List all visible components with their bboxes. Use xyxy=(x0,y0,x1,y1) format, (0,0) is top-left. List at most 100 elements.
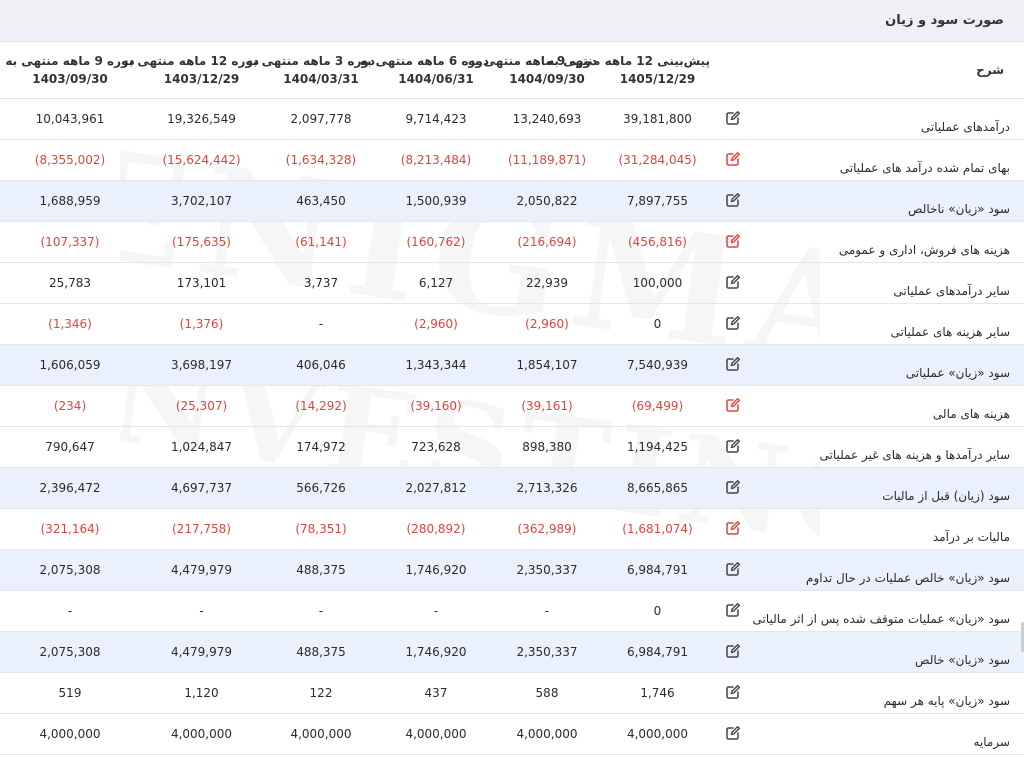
edit-icon[interactable] xyxy=(725,684,741,700)
value-cell: (8,355,002) xyxy=(0,139,140,181)
edit-icon[interactable] xyxy=(725,438,741,454)
value-cell: 2,027,812 xyxy=(379,467,493,509)
value-cell: 723,628 xyxy=(379,426,493,468)
row-label: سرمایه xyxy=(973,735,1010,749)
period-header[interactable]: دوره 3 ماهه منتهی به 1404/03/31 xyxy=(246,42,379,99)
table-row: سود «زیان» پایه هر سهم 1,746 588 437 122 1,12… xyxy=(0,672,1024,714)
row-icon-cell xyxy=(714,508,751,550)
period-header[interactable]: دوره 9 ماهه منتهی به 1404/09/30 xyxy=(468,42,601,99)
edit-icon[interactable] xyxy=(725,643,741,659)
edit-icon[interactable] xyxy=(725,274,741,290)
value-cell: (175,635) xyxy=(140,221,263,263)
value-cell: (280,892) xyxy=(379,508,493,550)
edit-icon[interactable] xyxy=(725,561,741,577)
value-cell: - xyxy=(263,590,379,632)
value-cell: - xyxy=(140,590,263,632)
icon-col-header xyxy=(714,42,751,99)
row-label: سود «زیان» پایه هر سهم xyxy=(883,694,1010,708)
value-cell: 2,050,822 xyxy=(493,180,601,222)
value-cell: (234) xyxy=(0,385,140,427)
row-icon-cell xyxy=(714,139,751,181)
period-header[interactable]: پیش‌بینی 12 ماهه منتهی به 1405/12/29 xyxy=(547,42,714,99)
value-cell: (8,213,484) xyxy=(379,139,493,181)
value-cell: (1,681,074) xyxy=(601,508,714,550)
panel-title-text: صورت سود و زیان xyxy=(885,13,1004,28)
edit-icon[interactable] xyxy=(725,725,741,741)
value-cell: 0 xyxy=(601,590,714,632)
value-cell: (1,376) xyxy=(140,303,263,345)
table-row: مالیات بر درآمد (1,681,074) (362,989) (280,… xyxy=(0,508,1024,550)
value-cell: 1,688,959 xyxy=(0,180,140,222)
edit-icon[interactable] xyxy=(725,110,741,126)
value-cell: (15,624,442) xyxy=(140,139,263,181)
value-cell: 1,854,107 xyxy=(493,344,601,386)
table-row: سایر هزینه های عملیاتی 0 (2,960) (2,960) - (1… xyxy=(0,303,1024,345)
row-icon-cell xyxy=(714,631,751,673)
edit-icon[interactable] xyxy=(725,356,741,372)
period-header[interactable]: دوره 6 ماهه منتهی به 1404/06/31 xyxy=(360,42,493,99)
value-cell: 2,350,337 xyxy=(493,549,601,591)
value-cell: 3,737 xyxy=(263,262,379,304)
value-cell: 566,726 xyxy=(263,467,379,509)
row-icon-cell xyxy=(714,262,751,304)
value-cell: 4,000,000 xyxy=(379,713,493,755)
value-cell: 2,075,308 xyxy=(0,549,140,591)
value-cell: 100,000 xyxy=(601,262,714,304)
edit-icon[interactable] xyxy=(725,602,741,618)
value-cell: 10,043,961 xyxy=(0,98,140,140)
value-cell: (160,762) xyxy=(379,221,493,263)
scrollbar-thumb[interactable] xyxy=(1021,622,1024,652)
row-label: سایر درآمدها و هزینه های غیر عملیاتی xyxy=(819,448,1010,462)
value-cell: 488,375 xyxy=(263,631,379,673)
edit-icon-red[interactable] xyxy=(725,151,741,167)
edit-icon-red[interactable] xyxy=(725,520,741,536)
value-cell: 1,746,920 xyxy=(379,549,493,591)
value-cell: 4,000,000 xyxy=(493,713,601,755)
row-label-cell: هزینه های فروش، اداری و عمومی xyxy=(751,221,1024,263)
row-label-cell: سود «زیان» خالص عملیات در حال تداوم xyxy=(751,549,1024,591)
row-icon-cell xyxy=(714,467,751,509)
value-cell: 25,783 xyxy=(0,262,140,304)
edit-icon-red[interactable] xyxy=(725,397,741,413)
value-cell: (14,292) xyxy=(263,385,379,427)
row-label-cell: سود «زیان» عملیاتی xyxy=(751,344,1024,386)
value-cell: 4,000,000 xyxy=(601,713,714,755)
row-label: سود «زیان» عملیات متوقف شده پس از اثر ما… xyxy=(752,612,1010,626)
value-cell: - xyxy=(263,303,379,345)
table-row: سود «زیان» خالص 6,984,791 2,350,337 1,746,9… xyxy=(0,631,1024,673)
table-body: درآمدهای عملیاتی 39,181,800 13,240,693 9,71… xyxy=(0,98,1024,755)
value-cell: 22,939 xyxy=(493,262,601,304)
table-row: درآمدهای عملیاتی 39,181,800 13,240,693 9,71… xyxy=(0,98,1024,140)
value-cell: (2,960) xyxy=(379,303,493,345)
period-header[interactable]: دوره 12 ماهه منتهی به 1403/12/29 xyxy=(121,42,263,99)
edit-icon[interactable] xyxy=(725,315,741,331)
value-cell: 39,181,800 xyxy=(601,98,714,140)
value-cell: 4,000,000 xyxy=(140,713,263,755)
value-cell: 3,702,107 xyxy=(140,180,263,222)
value-cell: (107,337) xyxy=(0,221,140,263)
table-row: سود «زیان» عملیات متوقف شده پس از اثر ما… xyxy=(0,590,1024,632)
table-row: هزینه های فروش، اداری و عمومی (456,816) (2… xyxy=(0,221,1024,263)
row-label: هزینه های فروش، اداری و عمومی xyxy=(838,243,1010,257)
row-label: سود «زیان» عملیاتی xyxy=(905,366,1010,380)
value-cell: (31,284,045) xyxy=(601,139,714,181)
edit-icon[interactable] xyxy=(725,479,741,495)
value-cell: 588 xyxy=(493,672,601,714)
income-statement-table: شرح پیش‌بینی 12 ماهه منتهی به 1405/12/29 … xyxy=(0,42,1024,755)
value-cell: - xyxy=(493,590,601,632)
header-row: شرح پیش‌بینی 12 ماهه منتهی به 1405/12/29 … xyxy=(0,42,1024,99)
value-cell: 437 xyxy=(379,672,493,714)
edit-icon[interactable] xyxy=(725,192,741,208)
row-label: مالیات بر درآمد xyxy=(932,530,1010,544)
value-cell: 790,647 xyxy=(0,426,140,468)
row-label: بهای تمام شده درآمد های عملیاتی xyxy=(839,161,1010,175)
value-cell: - xyxy=(0,590,140,632)
row-label-cell: سایر هزینه های عملیاتی xyxy=(751,303,1024,345)
value-cell: 2,396,472 xyxy=(0,467,140,509)
period-header[interactable]: دوره 9 ماهه منتهی به 1403/09/30 xyxy=(0,42,140,99)
value-cell: 2,097,778 xyxy=(263,98,379,140)
value-cell: 1,606,059 xyxy=(0,344,140,386)
table-row: سایر درآمدها و هزینه های غیر عملیاتی 1,19… xyxy=(0,426,1024,468)
row-icon-cell xyxy=(714,221,751,263)
edit-icon-red[interactable] xyxy=(725,233,741,249)
